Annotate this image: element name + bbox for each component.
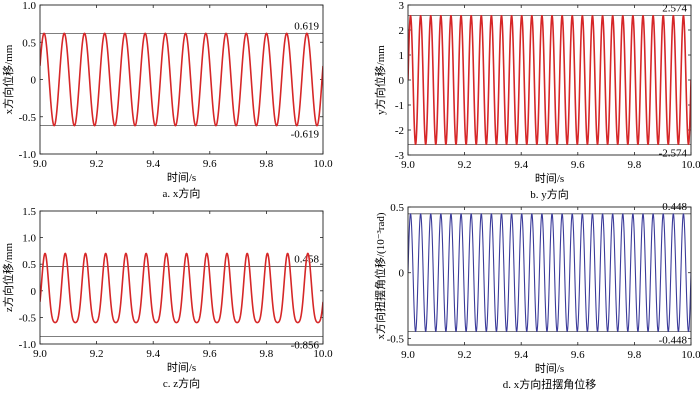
x-axis-label: 时间/s: [167, 171, 196, 184]
x-tick-label: 9.0: [33, 348, 47, 360]
y-tick-label: -0.5: [19, 312, 37, 324]
x-tick-label: 10.0: [313, 158, 333, 170]
chart-2: 9.0 9.2 9.4 9.6 9.8 10.0 -3 -2 -1 0 1 2 3 2.574 -2.574…: [373, 0, 700, 201]
x-tick-label: 9.0: [33, 158, 47, 170]
x-tick-label: 9.4: [514, 159, 528, 171]
y-axis-label: y方向位移/mm: [373, 45, 387, 115]
x-tick-label: 9.4: [514, 349, 528, 361]
reference-value-label: 2.574: [662, 3, 687, 15]
y-axis-label: z方向位移/mm: [1, 243, 15, 312]
y-tick-label: -0.5: [387, 333, 405, 345]
y-tick-label: 0: [399, 268, 405, 280]
x-tick-label: 9.8: [260, 158, 274, 170]
reference-value-label: -0.619: [291, 129, 320, 141]
y-tick-label: 1.5: [22, 206, 36, 218]
x-tick-label: 9.6: [571, 159, 585, 171]
y-tick-label: 1.0: [22, 0, 36, 12]
y-axis-label: x方向位移/mm: [1, 44, 15, 114]
series-line-1: [40, 32, 323, 127]
plot-frame: [39, 210, 324, 345]
plot-frame: [407, 206, 692, 346]
x-tick-label: 9.4: [146, 158, 160, 170]
x-tick-label: 9.0: [401, 349, 415, 361]
reference-value-label: -0.856: [291, 339, 320, 351]
chart-4: 9.0 9.2 9.4 9.6 9.8 10.0-0.500.5 0.448-0.448时间…: [373, 201, 700, 391]
x-tick-label: 9.6: [203, 158, 217, 170]
chart-1: 9.0 9.2 9.4 9.6 9.8 10.0 -1.0 -0.5 0 0.5 1.0 0.619 -…: [1, 0, 333, 200]
series-line-1: [408, 14, 691, 146]
x-axis-label: 时间/s: [535, 172, 564, 185]
x-tick-label: 9.2: [90, 158, 104, 170]
x-tick-label: 9.6: [571, 349, 585, 361]
reference-value-label: -2.574: [659, 147, 688, 159]
y-tick-label: 0: [31, 286, 37, 298]
y-tick-label: -2: [395, 125, 404, 137]
y-tick-label: -1: [395, 100, 404, 112]
x-tick-label: 9.8: [628, 349, 642, 361]
y-tick-label: -1.0: [19, 149, 37, 161]
chart-caption: b. y方向: [530, 187, 569, 201]
y-tick-label: -1.0: [19, 339, 37, 351]
y-tick-label: -3: [395, 150, 405, 162]
y-tick-label: 0.5: [390, 202, 404, 214]
x-tick-label: 9.4: [146, 348, 160, 360]
y-tick-label: 2: [399, 25, 405, 37]
reference-value-label: -0.448: [659, 335, 688, 347]
y-tick-label: 3: [399, 0, 405, 12]
x-axis-label: 时间/s: [535, 362, 564, 375]
series-line-1: [40, 252, 323, 324]
y-tick-label: 1: [399, 50, 405, 62]
x-tick-label: 10.0: [681, 349, 700, 361]
x-tick-label: 10.0: [313, 348, 333, 360]
chart-3: 9.0 9.2 9.4 9.6 9.8 10.0-1.0-0.500.51.01.50.4…: [1, 206, 333, 390]
plot-frame: [39, 4, 324, 155]
x-tick-label: 9.8: [628, 159, 642, 171]
x-tick-label: 9.0: [401, 159, 415, 171]
chart-caption: c. z方向: [163, 376, 200, 390]
plot-frame: [407, 4, 692, 156]
y-axis-label: x方向扭摆角位移/(10⁻³rad): [373, 212, 387, 339]
reference-value-label: 0.619: [294, 20, 319, 32]
y-tick-label: 0.5: [22, 37, 36, 49]
x-tick-label: 9.2: [458, 349, 472, 361]
y-tick-label: -0.5: [19, 112, 37, 124]
x-tick-label: 9.2: [90, 348, 104, 360]
x-tick-label: 9.6: [203, 348, 217, 360]
x-tick-label: 9.8: [260, 348, 274, 360]
chart-caption: d. x方向扭摆角位移: [503, 377, 597, 391]
x-axis-label: 时间/s: [167, 361, 196, 374]
y-tick-label: 0: [31, 75, 37, 87]
y-tick-label: 0.5: [22, 259, 36, 271]
chart-caption: a. x方向: [163, 186, 201, 200]
x-tick-label: 9.2: [458, 159, 472, 171]
series-line-1: [408, 213, 691, 333]
y-tick-label: 1.0: [22, 233, 36, 245]
x-tick-label: 10.0: [681, 159, 700, 171]
y-tick-label: 0: [399, 75, 405, 87]
